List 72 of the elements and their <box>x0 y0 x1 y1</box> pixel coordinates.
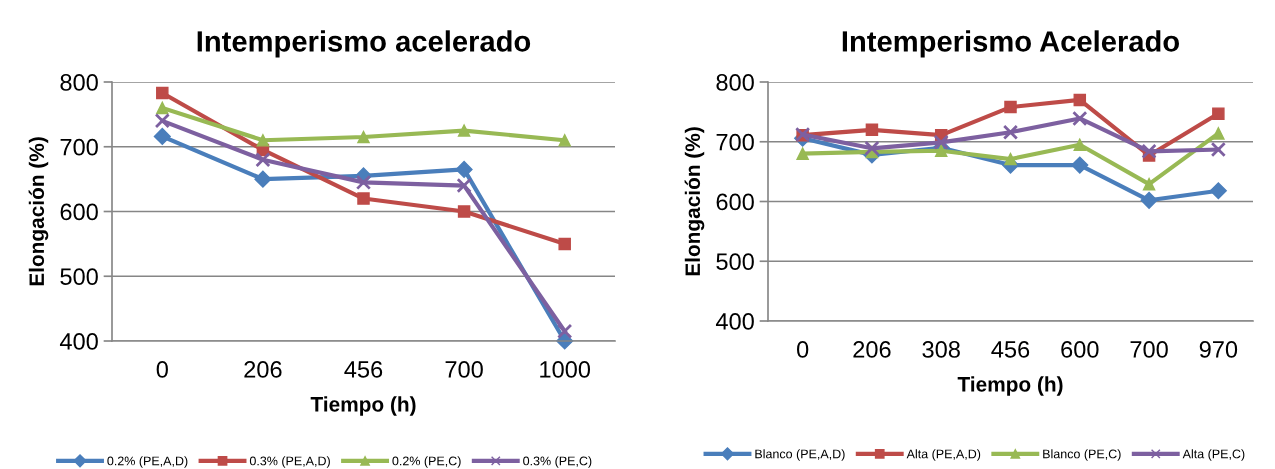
point <box>865 123 879 137</box>
y-axis-title: Elongación (%) <box>684 127 705 276</box>
point <box>1073 93 1087 107</box>
y-tick-label: 800 <box>716 74 754 91</box>
x-tick-label: 970 <box>1199 341 1238 358</box>
x-tick-label: 456 <box>991 341 1030 358</box>
point <box>357 130 370 144</box>
point <box>796 147 809 160</box>
point <box>154 113 170 129</box>
point <box>1210 141 1226 158</box>
y-axis-title: Elongación (%) <box>28 137 49 286</box>
point <box>457 205 471 218</box>
point <box>156 86 169 100</box>
point <box>557 323 573 339</box>
point <box>455 160 473 178</box>
x-tick-label: 600 <box>1061 341 1099 358</box>
x-axis-title: Tiempo (h) <box>310 396 416 416</box>
y-tick-label: 500 <box>716 253 754 271</box>
y-tick-label: 700 <box>716 133 754 151</box>
point <box>456 177 472 194</box>
x-tick-label: 1000 <box>540 361 591 378</box>
point <box>1209 182 1227 200</box>
y-tick-label: 400 <box>715 313 754 330</box>
x-tick-label: 0 <box>797 341 809 358</box>
x-axis-title: Tiempo (h) <box>957 376 1063 396</box>
x-tick-label: 206 <box>853 341 891 358</box>
point <box>1002 124 1019 140</box>
y-tick-label: 700 <box>60 138 98 156</box>
point <box>558 237 571 251</box>
legend-label: Blanco (PE,C) <box>1043 449 1121 461</box>
chart-title: Intemperismo Acelerado <box>842 30 1180 58</box>
y-tick-label: 600 <box>716 193 754 211</box>
x-tick-label: 206 <box>244 361 282 378</box>
point <box>1004 152 1017 166</box>
legend-label: 0.3% (PE,A,D) <box>249 456 330 468</box>
point <box>357 192 370 205</box>
x-tick-label: 456 <box>344 361 383 378</box>
y-tick-label: 500 <box>60 268 98 286</box>
legend-label: 0.2% (PE,C) <box>392 456 461 468</box>
y-tick-label: 600 <box>60 203 98 221</box>
legend-label: Blanco (PE,A,D) <box>755 449 845 461</box>
point <box>1212 107 1225 120</box>
point <box>934 144 948 157</box>
point <box>1071 156 1089 174</box>
point <box>1140 191 1158 209</box>
point <box>355 174 372 190</box>
point <box>457 124 471 137</box>
x-tick-label: 0 <box>156 361 168 378</box>
y-tick-label: 800 <box>60 74 98 91</box>
point <box>933 134 949 150</box>
legend-label: 0.3% (PE,C) <box>523 456 592 468</box>
point <box>1073 138 1087 151</box>
point <box>1072 110 1088 127</box>
point <box>156 101 169 115</box>
x-tick-label: 700 <box>1130 341 1168 358</box>
legend-label: Alta (PE,A,D) <box>906 449 981 461</box>
point <box>1141 143 1157 159</box>
legend-label: Alta (PE,C) <box>1182 449 1245 461</box>
legend-label: 0.2% (PE,A,D) <box>107 456 188 468</box>
x-tick-label: 700 <box>445 361 483 378</box>
chart-title: Intemperismo acelerado <box>197 30 531 58</box>
point <box>1142 177 1156 191</box>
x-tick-label: 308 <box>922 341 960 358</box>
point <box>254 170 272 188</box>
point <box>255 152 271 168</box>
point <box>1004 100 1017 114</box>
point <box>558 134 571 147</box>
point <box>1212 127 1225 140</box>
point <box>153 127 171 145</box>
y-tick-label: 400 <box>59 333 98 350</box>
point <box>256 134 270 147</box>
point <box>864 140 880 156</box>
